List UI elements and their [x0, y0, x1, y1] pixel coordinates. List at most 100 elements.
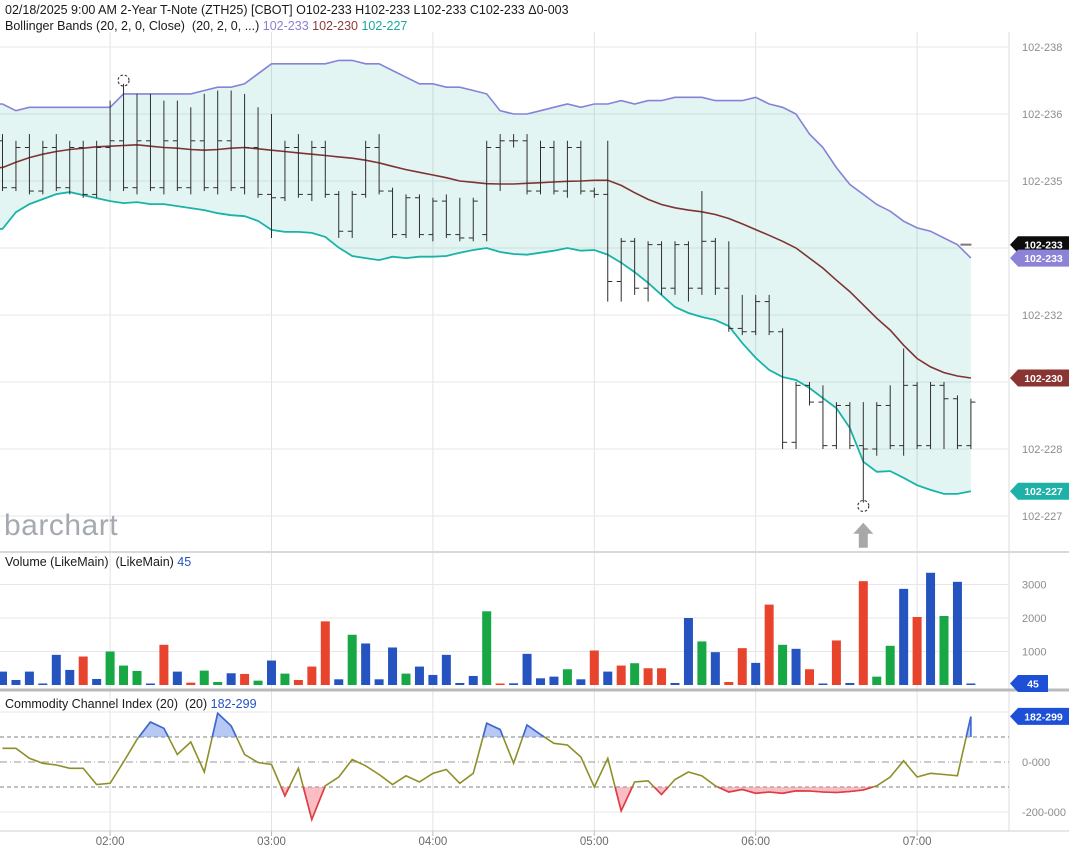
volume-bar — [576, 679, 586, 685]
volume-bar — [455, 682, 465, 685]
volume-bar — [952, 581, 962, 685]
axis-badge-label: 102-227 — [1024, 486, 1063, 498]
cci-axis-label: -200-000 — [1022, 807, 1066, 819]
volume-bar — [172, 671, 182, 685]
price-axis-label: 102-235 — [1022, 176, 1062, 188]
volume-bar — [441, 654, 451, 685]
volume-bar — [65, 669, 75, 685]
axis-badge-label: 182-299 — [1024, 711, 1063, 723]
volume-bar — [966, 683, 976, 685]
barchart-logo: barchart — [4, 509, 119, 542]
bollinger-middle-line — [0, 143, 972, 379]
volume-bar — [0, 671, 7, 685]
cci-label: Commodity Channel Index (20) (20) — [5, 697, 211, 711]
volume-bar — [199, 670, 209, 685]
volume-bar — [240, 673, 250, 685]
volume-bar — [468, 675, 478, 685]
price-axis-label: 102-238 — [1022, 42, 1062, 54]
volume-bar — [630, 663, 640, 685]
volume-bar — [562, 669, 572, 685]
volume-bar — [670, 682, 680, 685]
bollinger-legend-label: Bollinger Bands (20, 2, 0, Close) (20, 2… — [5, 19, 263, 33]
volume-axis-label: 1000 — [1022, 647, 1046, 659]
axis-badge-label: 102-233 — [1024, 253, 1063, 265]
volume-bar — [92, 678, 102, 685]
cci-line-above — [522, 723, 545, 738]
cci-fill-above — [212, 713, 237, 737]
volume-bar — [603, 671, 613, 685]
volume-bar — [724, 681, 734, 685]
volume-panel-title: Volume (LikeMain) (LikeMain) 45 — [5, 555, 191, 569]
x-axis-label: 07:00 — [903, 836, 932, 848]
volume-axis-label: 2000 — [1022, 613, 1046, 625]
volume-bar — [428, 674, 438, 685]
bollinger-upper-value: 102-233 — [262, 19, 309, 33]
price-bars — [0, 83, 976, 503]
volume-bar — [213, 681, 223, 685]
price-axis-label: 102-227 — [1022, 511, 1062, 523]
volume-bar — [347, 634, 357, 685]
cci-line-below — [653, 786, 669, 796]
arrow-up-icon — [853, 522, 874, 548]
volume-bar — [926, 572, 936, 685]
volume-bar — [710, 652, 720, 685]
volume-bar — [388, 647, 398, 685]
axis-badge-label: 102-230 — [1024, 373, 1063, 385]
axis-badge-label: 102-233 — [1024, 240, 1063, 252]
volume-bar — [38, 683, 48, 685]
volume-bar — [482, 611, 492, 685]
x-axis-label: 02:00 — [96, 836, 125, 848]
volume-bar — [589, 650, 599, 685]
volume-bar — [11, 679, 21, 685]
axis-value-badge — [1010, 236, 1069, 254]
volume-bar — [226, 673, 236, 685]
cci-fill-above — [483, 723, 504, 737]
volume-bar — [145, 683, 155, 685]
volume-bar — [159, 644, 169, 685]
volume-bar — [105, 651, 115, 685]
volume-bar — [401, 673, 411, 685]
volume-bar — [845, 682, 855, 685]
volume-bar — [764, 604, 774, 685]
axis-badge-label: 45 — [1027, 678, 1039, 690]
volume-bar — [737, 648, 747, 685]
volume-bar — [293, 679, 303, 685]
volume-bar — [495, 683, 505, 685]
cci-last-value: 182-299 — [210, 697, 257, 711]
volume-bar — [912, 616, 922, 685]
bollinger-upper-line — [0, 59, 972, 259]
volume-bar — [51, 654, 61, 685]
cci-fill-below — [303, 787, 325, 820]
volume-bar — [858, 581, 868, 685]
volume-bar — [414, 666, 424, 685]
volume-bar — [78, 656, 88, 685]
bollinger-lower-value: 102-227 — [361, 19, 408, 33]
volume-bar — [751, 662, 761, 685]
volume-bar — [536, 678, 545, 685]
volume-bar — [697, 641, 707, 685]
volume-bar — [522, 653, 532, 685]
last-price-marker — [960, 243, 972, 246]
axis-value-badge — [1010, 675, 1048, 692]
volume-bar — [509, 683, 519, 685]
volume-bar — [885, 645, 895, 685]
cci-line-above — [965, 716, 972, 738]
volume-bar — [791, 648, 801, 685]
axis-value-badge — [1010, 482, 1069, 500]
price-axis-label: 102-228 — [1022, 444, 1062, 456]
volume-bar — [939, 615, 949, 685]
cci-line-above — [482, 722, 504, 738]
volume-bar — [899, 588, 909, 685]
bollinger-band-fill — [0, 60, 971, 494]
volume-bar — [872, 676, 882, 685]
volume-bar — [24, 671, 34, 685]
volume-bar — [267, 660, 276, 685]
volume-bar — [186, 682, 196, 685]
volume-bar — [778, 644, 788, 685]
volume-bar — [334, 679, 344, 685]
volume-bar — [132, 670, 142, 685]
cci-line-above — [138, 721, 170, 738]
cci-line-above — [211, 711, 238, 738]
